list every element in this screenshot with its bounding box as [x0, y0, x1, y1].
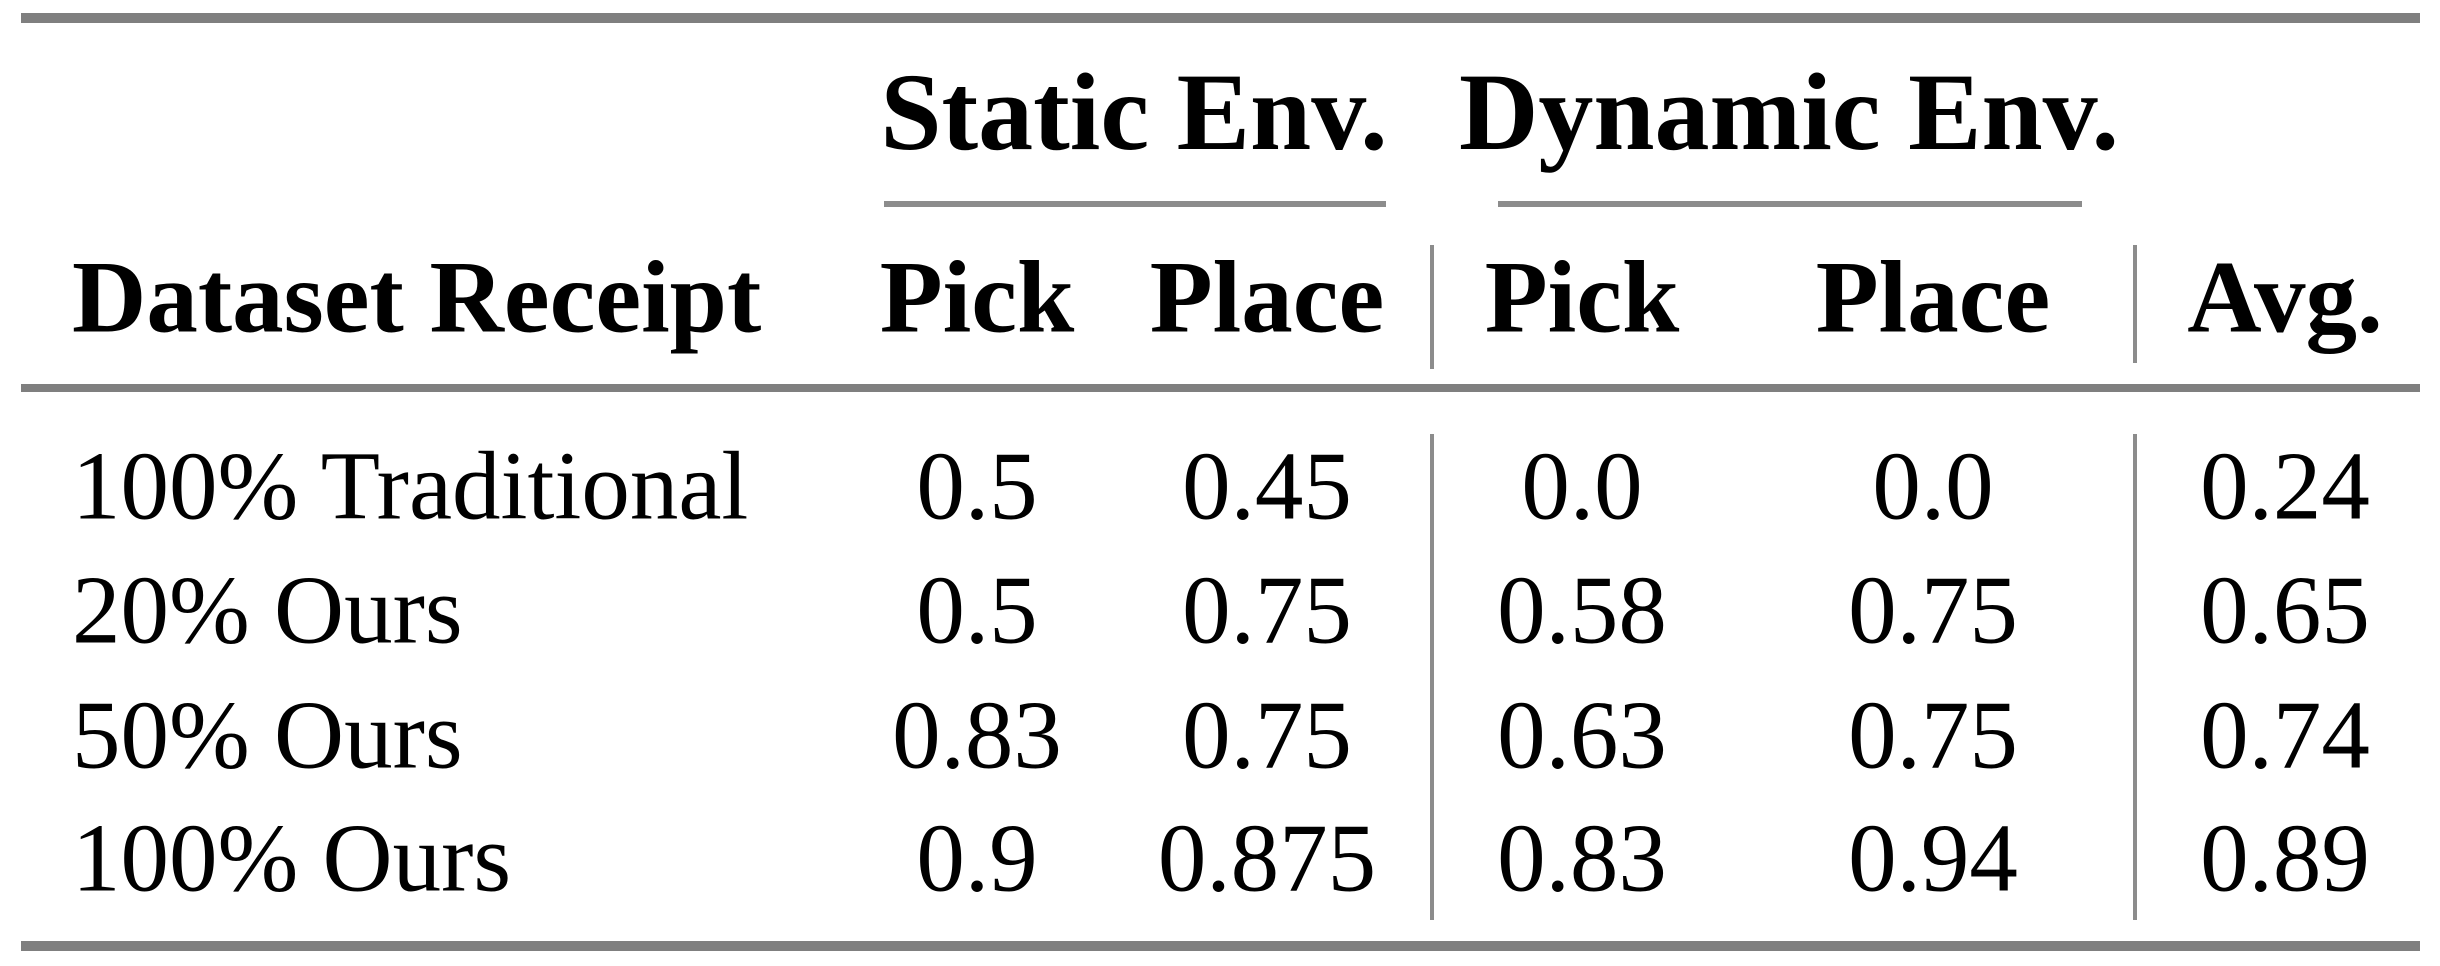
row-label: 50% Ours: [72, 681, 463, 789]
table-cell-dynamic-place: 0.75: [1848, 681, 2018, 789]
table-cell-static-place: 0.75: [1182, 556, 1352, 664]
table-cell-dynamic-pick: 0.83: [1497, 804, 1667, 912]
table-cell-static-pick: 0.9: [916, 804, 1038, 912]
column-separator: [2133, 434, 2137, 920]
table-cell-avg: 0.74: [2200, 681, 2370, 789]
table-cell-static-pick: 0.5: [916, 432, 1038, 540]
table-cell-avg: 0.89: [2200, 804, 2370, 912]
header-static-place: Place: [1149, 240, 1385, 355]
table-cell-avg: 0.65: [2200, 556, 2370, 664]
table-cell-dynamic-place: 0.75: [1848, 556, 2018, 664]
column-separator: [2133, 245, 2137, 363]
column-separator: [1430, 245, 1434, 369]
cmidrule-static-env: [884, 201, 1386, 207]
table-cell-static-place: 0.75: [1182, 681, 1352, 789]
header-dynamic-pick: Pick: [1484, 240, 1680, 355]
row-label: 20% Ours: [72, 556, 463, 664]
table-cell-avg: 0.24: [2200, 432, 2370, 540]
table-cell-static-pick: 0.5: [916, 556, 1038, 664]
table-cell-dynamic-pick: 0.58: [1497, 556, 1667, 664]
table-cell-dynamic-pick: 0.0: [1521, 432, 1643, 540]
table-bottom-rule: [21, 941, 2420, 951]
row-label: 100% Ours: [72, 804, 512, 912]
column-separator: [1430, 434, 1434, 920]
table-cell-dynamic-place: 0.94: [1848, 804, 2018, 912]
header-static-pick: Pick: [879, 240, 1075, 355]
row-label: 100% Traditional: [72, 432, 749, 540]
cmidrule-dynamic-env: [1498, 201, 2082, 207]
table-cell-dynamic-place: 0.0: [1872, 432, 1994, 540]
table-cell-dynamic-pick: 0.63: [1497, 681, 1667, 789]
column-group-static-env: Static Env.: [880, 51, 1388, 173]
table-cell-static-pick: 0.83: [892, 681, 1062, 789]
header-avg: Avg.: [2187, 240, 2383, 355]
column-group-dynamic-env: Dynamic Env.: [1458, 51, 2120, 173]
table-cell-static-place: 0.875: [1157, 804, 1377, 912]
header-dynamic-place: Place: [1815, 240, 2051, 355]
table-cell-static-place: 0.45: [1182, 432, 1352, 540]
table-top-rule: [21, 13, 2420, 23]
table-mid-rule: [21, 384, 2420, 392]
header-dataset-receipt: Dataset Receipt: [72, 240, 762, 355]
